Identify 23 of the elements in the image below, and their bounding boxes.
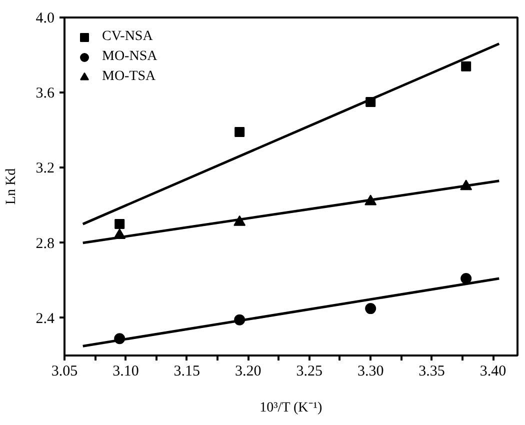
- point: [461, 61, 472, 72]
- y-axis-title: Ln Kd: [4, 168, 19, 205]
- y-tick-label: 3.6: [36, 86, 55, 102]
- legend-label: MO-TSA: [102, 69, 156, 85]
- legend-label: MO-NSA: [102, 49, 158, 65]
- point: [460, 273, 472, 284]
- legend-label: CV-NSA: [102, 29, 153, 45]
- y-tick-label: 4.0: [36, 10, 54, 26]
- point: [365, 303, 376, 314]
- x-axis-title: 10³/T (K⁻¹): [260, 400, 322, 416]
- x-tick-label: 3.35: [418, 364, 445, 380]
- x-tick-label: 3.25: [296, 364, 322, 380]
- x-tick-label: 3.05: [51, 364, 78, 380]
- x-tick-label: 3.20: [235, 364, 262, 380]
- y-tick-label: 2.4: [36, 310, 55, 327]
- x-tick-label: 3.15: [174, 364, 200, 380]
- y-tick-label: 2.8: [36, 236, 54, 252]
- point: [234, 127, 245, 138]
- x-tick-label: 3.10: [112, 364, 139, 380]
- y-tick-label: 3.2: [36, 160, 54, 177]
- point: [114, 219, 125, 230]
- x-tick-label: 3.40: [480, 364, 506, 380]
- x-tick-label: 3.30: [357, 364, 384, 380]
